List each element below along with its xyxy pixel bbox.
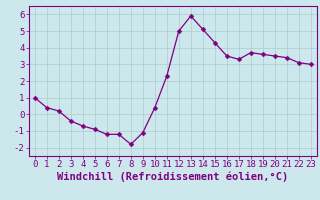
- X-axis label: Windchill (Refroidissement éolien,°C): Windchill (Refroidissement éolien,°C): [57, 172, 288, 182]
